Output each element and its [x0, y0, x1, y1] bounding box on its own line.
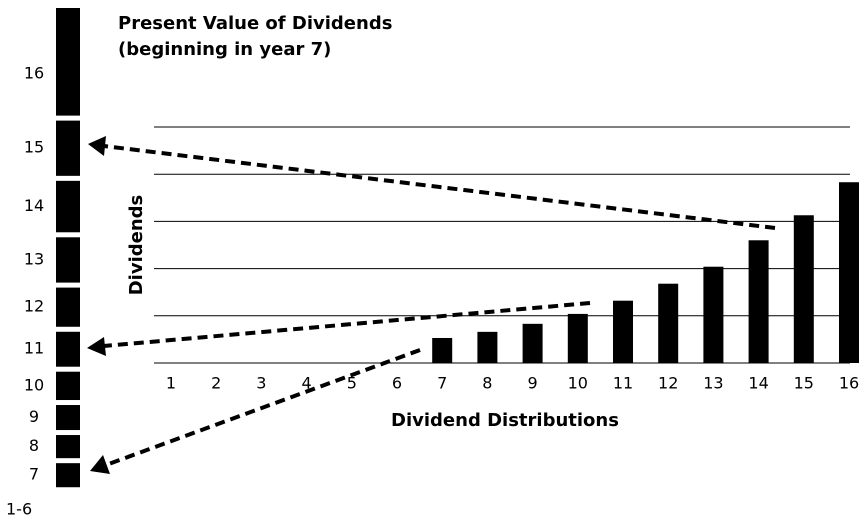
arrowhead: [88, 136, 106, 156]
segment-label: 14: [24, 196, 44, 215]
segment-label: 7: [29, 465, 39, 484]
x-tick-label: 10: [568, 374, 588, 393]
pv-segment: [56, 463, 80, 488]
x-tick-label: 8: [482, 374, 492, 393]
bar: [477, 331, 498, 363]
x-tick-label: 16: [839, 374, 859, 393]
pv-segment: [56, 287, 80, 327]
segment-label: 10: [24, 375, 44, 394]
x-tick-label: 9: [528, 374, 538, 393]
pv-segment: [56, 435, 80, 459]
bar: [703, 266, 724, 363]
segment-label: 13: [24, 249, 44, 268]
pv-segment: [56, 237, 80, 283]
x-axis-label: Dividend Distributions: [391, 410, 619, 431]
segment-label: 9: [29, 407, 39, 426]
segment-label: 16: [24, 63, 44, 82]
bar: [613, 300, 633, 363]
y-axis-label: Dividends: [126, 195, 147, 296]
x-tick-label: 1: [166, 374, 176, 393]
arrows: [87, 136, 776, 474]
pv-segment: [56, 371, 80, 401]
segment-label: 15: [24, 138, 44, 157]
segment-label: 12: [24, 297, 44, 316]
arrowhead: [90, 455, 110, 474]
x-tick-label: 13: [703, 374, 723, 393]
pv-segment: [56, 8, 80, 116]
x-tick-label: 14: [748, 374, 768, 393]
bar: [567, 313, 588, 363]
bar: [839, 182, 859, 363]
bar: [748, 240, 769, 363]
x-tick-label: 15: [794, 374, 814, 393]
x-tick-label: 12: [658, 374, 678, 393]
arrow: [103, 144, 776, 230]
bar: [793, 215, 814, 363]
x-tick-label: 7: [437, 374, 447, 393]
x-tick-label: 2: [211, 374, 221, 393]
bar: [522, 323, 543, 363]
arrowhead: [87, 337, 106, 356]
segment-label: 11: [24, 339, 44, 358]
chart-subtitle: (beginning in year 7): [118, 39, 331, 60]
x-tick-label: 5: [347, 374, 357, 393]
segment-label: 8: [29, 436, 39, 455]
chart-title: Present Value of Dividends: [118, 13, 392, 34]
pv-segment: [56, 120, 80, 176]
arrow: [103, 301, 591, 348]
arrow: [105, 348, 421, 467]
pv-segment: [56, 180, 80, 233]
x-tick-label: 11: [613, 374, 633, 393]
x-tick-label: 3: [256, 374, 266, 393]
x-tick-label: 6: [392, 374, 402, 393]
bar: [658, 283, 679, 363]
pv-segment: [56, 405, 80, 431]
segment-label: 1-6: [6, 500, 32, 519]
bar: [432, 337, 453, 363]
x-tick-label: 4: [302, 374, 312, 393]
pv-segment: [56, 331, 80, 367]
